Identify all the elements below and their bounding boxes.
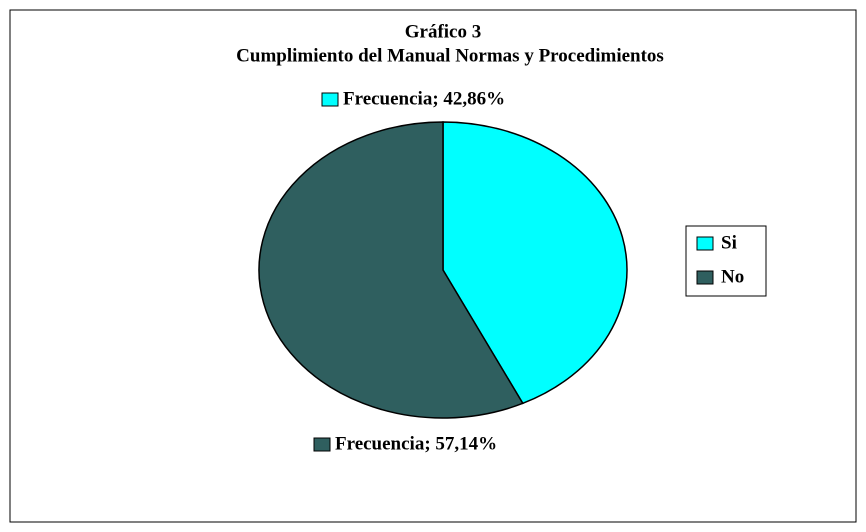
data-label: Frecuencia; 42,86% — [343, 88, 505, 109]
pie-slice — [442, 121, 628, 405]
chart-title: Gráfico 3 — [405, 21, 482, 42]
label-swatch — [313, 437, 331, 452]
chart-subtitle: Cumplimiento del Manual Normas y Procedi… — [236, 45, 664, 66]
legend-label: No — [721, 266, 744, 287]
legend-swatch — [696, 270, 714, 285]
pie-slice — [258, 121, 524, 419]
legend-label: Si — [721, 232, 737, 253]
label-swatch — [321, 92, 339, 107]
data-label: Frecuencia; 57,14% — [335, 433, 497, 454]
legend-swatch — [696, 236, 714, 251]
